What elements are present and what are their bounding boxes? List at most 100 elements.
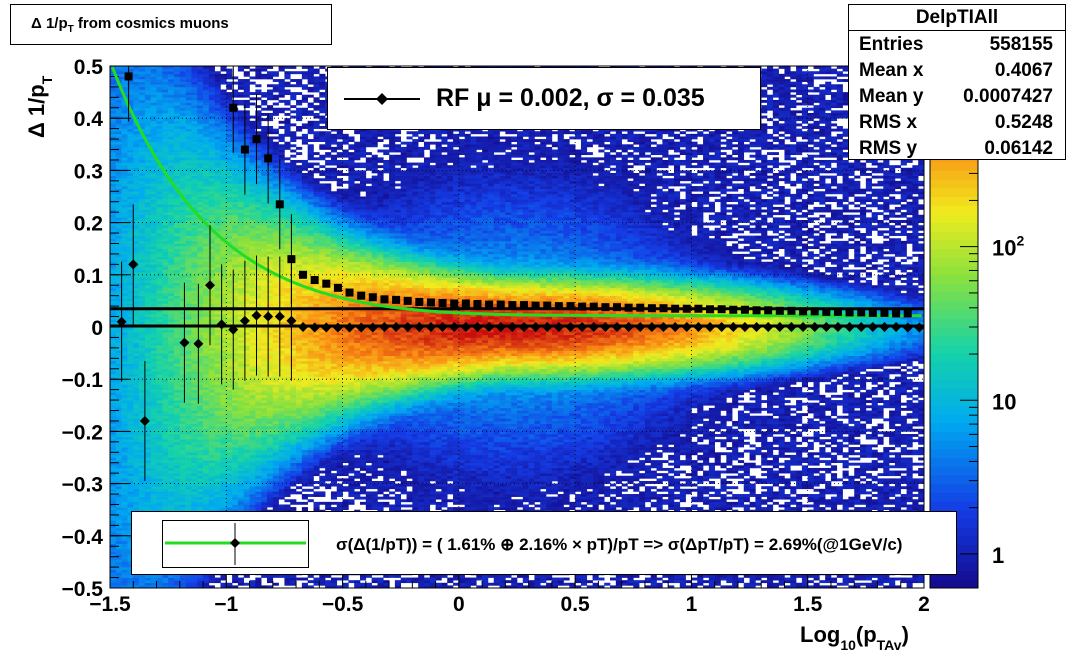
heatmap-cell: [150, 580, 157, 584]
heatmap-cell: [191, 201, 198, 205]
heatmap-cell: [139, 217, 146, 221]
heatmap-cell: [168, 449, 175, 453]
heatmap-cell: [185, 105, 192, 109]
heatmap-cell: [144, 319, 151, 323]
heatmap-cell: [203, 413, 210, 417]
heatmap-cell: [191, 368, 198, 372]
heatmap-cell: [168, 465, 175, 469]
heatmap-cell: [150, 449, 157, 453]
heatmap-cell: [203, 290, 210, 294]
heatmap-cell: [127, 509, 134, 513]
heatmap-cell: [185, 115, 192, 119]
heatmap-cell: [179, 159, 186, 163]
heatmap-cell: [144, 392, 151, 396]
heatmap-cell: [144, 167, 151, 171]
heatmap-cell: [121, 115, 128, 119]
heatmap-cell: [173, 350, 181, 354]
heatmap-cell: [226, 204, 233, 208]
heatmap-cell: [162, 131, 169, 135]
heatmap-cell: [179, 373, 186, 377]
heatmap-cell: [208, 467, 215, 471]
heatmap-cell: [208, 256, 215, 260]
heatmap-cell: [249, 392, 256, 396]
heatmap-cell: [127, 128, 134, 132]
heatmap-cell: [185, 405, 192, 409]
heatmap-cell: [139, 501, 146, 505]
heatmap-cell: [208, 183, 215, 187]
heatmap-cell: [179, 431, 186, 435]
heatmap-cell: [133, 355, 140, 359]
heatmap-cell: [243, 173, 250, 176]
heatmap-cell: [173, 449, 181, 453]
heatmap-cell: [237, 81, 245, 85]
heatmap-cell: [226, 133, 233, 137]
heatmap-cell: [150, 251, 157, 255]
heatmap-cell: [208, 193, 215, 197]
heatmap-cell: [226, 175, 233, 179]
heatmap-cell: [208, 110, 215, 114]
heatmap-cell: [115, 551, 122, 555]
heatmap-cell: [203, 136, 210, 140]
heatmap-cell: [110, 206, 117, 210]
heatmap-cell: [237, 347, 245, 351]
heatmap-cell: [203, 473, 210, 477]
heatmap-cell: [203, 329, 210, 333]
heatmap-cell: [110, 311, 117, 315]
heatmap-cell: [197, 256, 204, 260]
heatmap-cell: [162, 149, 169, 153]
heatmap-cell: [115, 334, 122, 338]
heatmap-cell: [232, 222, 239, 226]
heatmap-cell: [214, 413, 221, 417]
heatmap-cell: [237, 159, 245, 163]
heatmap-cell: [249, 280, 256, 283]
heatmap-cell: [185, 107, 192, 111]
heatmap-cell: [203, 478, 210, 482]
heatmap-cell: [173, 368, 181, 372]
heatmap-cell: [133, 580, 140, 584]
heatmap-cell: [156, 212, 163, 216]
heatmap-cell: [243, 287, 250, 291]
heatmap-cell: [156, 152, 163, 156]
heatmap-cell: [226, 94, 233, 98]
heatmap-cell: [144, 269, 151, 273]
heatmap-cell: [115, 259, 122, 263]
heatmap-cell: [110, 434, 117, 437]
heatmap-cell: [133, 81, 140, 85]
heatmap-cell: [150, 507, 157, 510]
heatmap-cell: [185, 402, 192, 406]
heatmap-cell: [208, 337, 215, 341]
heatmap-cell: [110, 253, 117, 257]
heatmap-cell: [144, 405, 151, 409]
heatmap-cell: [185, 345, 192, 349]
heatmap-cell: [237, 246, 245, 249]
heatmap-cell: [197, 379, 204, 383]
heatmap-cell: [127, 199, 134, 203]
heatmap-cell: [232, 264, 239, 268]
heatmap-cell: [220, 496, 227, 500]
heatmap-cell: [133, 475, 140, 479]
heatmap-cell: [162, 186, 169, 189]
heatmap-cell: [133, 173, 140, 176]
heatmap-cell: [208, 79, 215, 82]
heatmap-cell: [191, 128, 198, 132]
heatmap-cell: [214, 397, 221, 401]
heatmap-cell: [168, 71, 175, 75]
heatmap-cell: [255, 454, 262, 458]
heatmap-cell: [208, 105, 215, 109]
heatmap-cell: [121, 107, 128, 111]
heatmap-cell: [127, 126, 134, 129]
heatmap-cell: [243, 274, 250, 278]
heatmap-cell: [237, 340, 245, 343]
heatmap-cell: [110, 428, 117, 432]
heatmap-cell: [203, 191, 210, 195]
heatmap-cell: [185, 102, 192, 106]
heatmap-cell: [110, 353, 117, 357]
heatmap-cell: [168, 277, 175, 281]
heatmap-cell: [133, 183, 140, 187]
heatmap-cell: [139, 183, 146, 187]
heatmap-cell: [121, 373, 128, 377]
heatmap-cell: [214, 266, 221, 270]
heatmap-cell: [168, 240, 175, 244]
heatmap-cell: [115, 225, 122, 229]
heatmap-cell: [110, 102, 117, 106]
